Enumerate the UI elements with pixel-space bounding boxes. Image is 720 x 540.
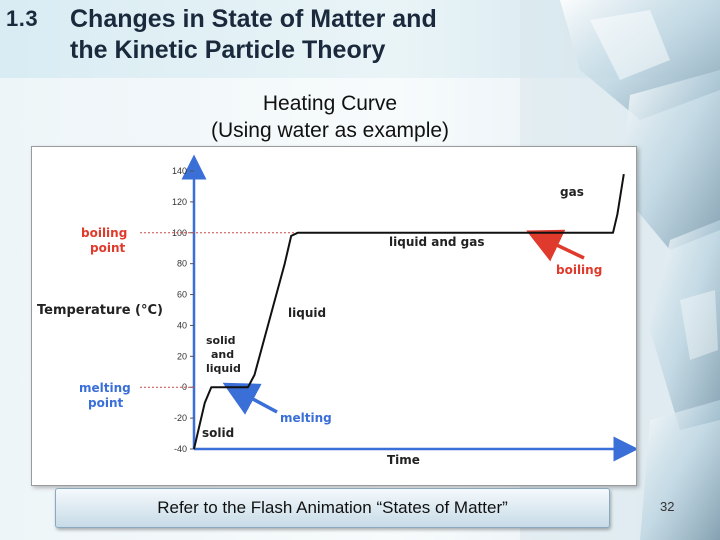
heating-curve-line	[193, 173, 625, 450]
section-number: 1.3	[6, 6, 39, 31]
y-tick-label: -20	[174, 413, 187, 423]
y-tick-label: 20	[177, 351, 187, 361]
slide-title-line-2: the Kinetic Particle Theory	[70, 36, 386, 64]
region-label-liquid-and-gas: liquid and gas	[389, 235, 484, 249]
region-label-solid-liquid-2: and	[211, 348, 234, 361]
region-label-liquid: liquid	[288, 306, 326, 320]
y-tick-label: 100	[172, 228, 187, 238]
boiling-annotation: boiling	[556, 263, 602, 277]
y-axis-label: Temperature (°C)	[37, 303, 163, 318]
region-label-solid-liquid-3: liquid	[206, 362, 241, 375]
slide-title-line-1: Changes in State of Matter and	[70, 5, 437, 33]
y-tick-label: 120	[172, 197, 187, 207]
y-tick-label: -40	[174, 444, 187, 454]
heating-curve-svg: Temperature (°C) Time boiling point melt…	[37, 154, 636, 467]
y-tick-label: 40	[177, 320, 187, 330]
page-number: 32	[660, 499, 675, 514]
melting-point-label-line-1: melting	[79, 381, 131, 395]
region-label-solid: solid	[202, 426, 234, 440]
heating-curve-chart: Temperature (°C) Time boiling point melt…	[31, 146, 637, 486]
melting-point-label-line-2: point	[88, 396, 123, 410]
subtitle-line-2: (Using water as example)	[210, 119, 450, 142]
flash-animation-button[interactable]: Refer to the Flash Animation “States of …	[55, 488, 610, 528]
boiling-point-label-line-2: point	[90, 241, 125, 255]
boiling-arrow	[526, 229, 585, 262]
subtitle-line-1: Heating Curve	[262, 92, 398, 115]
region-label-gas: gas	[560, 185, 584, 199]
y-tick-label: 60	[177, 290, 187, 300]
boiling-point-label-line-1: boiling	[81, 226, 127, 240]
region-label-solid-liquid-1: solid	[206, 334, 236, 347]
slide-title: Changes in State of Matter and the Kinet…	[70, 4, 530, 66]
y-tick-label: 140	[172, 166, 187, 176]
melting-arrow	[222, 382, 278, 415]
melting-annotation: melting	[280, 411, 332, 425]
y-tick-label: 80	[177, 259, 187, 269]
chart-subtitle: Heating Curve (Using water as example)	[150, 90, 510, 144]
x-axis-label: Time	[387, 453, 420, 467]
